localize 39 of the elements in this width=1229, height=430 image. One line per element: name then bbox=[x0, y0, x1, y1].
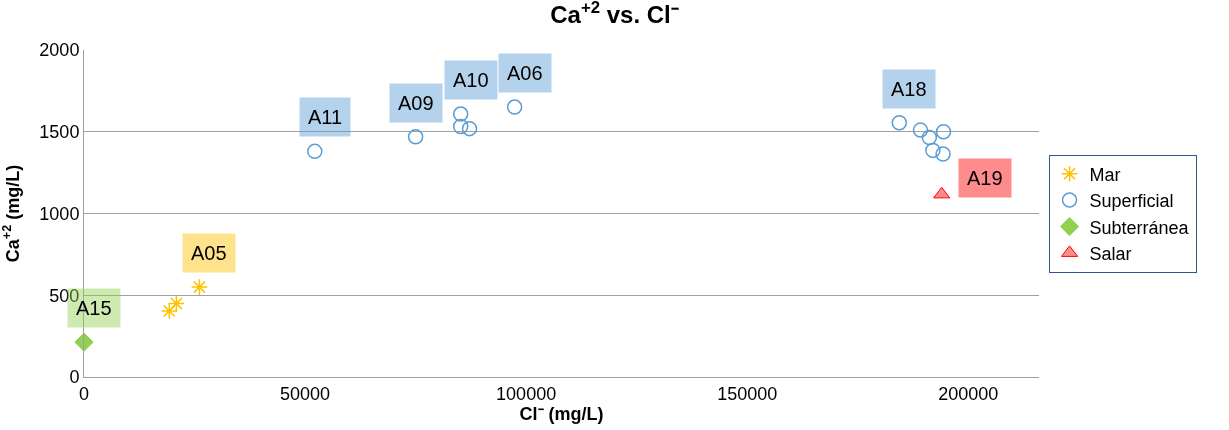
y-tick-label: 2000 bbox=[39, 40, 80, 61]
legend-label: Salar bbox=[1089, 243, 1132, 264]
x-axis-title: Cl⁻ (mg/L) bbox=[519, 403, 604, 424]
point bbox=[921, 129, 938, 146]
x-tick-label: 50000 bbox=[280, 383, 331, 404]
x-tick-label: 100000 bbox=[496, 383, 557, 404]
annotation: A05 bbox=[191, 242, 227, 264]
annotation: A18 bbox=[891, 78, 927, 100]
x-tick-label: 150000 bbox=[717, 383, 778, 404]
annotation: A11 bbox=[308, 106, 343, 128]
annotation: A06 bbox=[507, 62, 543, 84]
point bbox=[933, 186, 951, 199]
legend-label: Subterránea bbox=[1089, 217, 1190, 238]
point bbox=[407, 129, 424, 145]
point bbox=[452, 106, 469, 122]
annotation: A09 bbox=[398, 92, 434, 114]
annotation: A19 bbox=[967, 167, 1003, 189]
legend-label: Mar bbox=[1089, 164, 1121, 185]
point bbox=[74, 332, 94, 352]
point bbox=[935, 124, 952, 140]
point bbox=[190, 278, 208, 296]
point bbox=[912, 122, 929, 138]
x-tick-label: 200000 bbox=[938, 383, 999, 404]
point bbox=[307, 143, 323, 160]
point bbox=[167, 295, 185, 313]
point bbox=[506, 99, 523, 115]
point bbox=[452, 118, 469, 135]
y-tick-label: 500 bbox=[49, 285, 80, 306]
point bbox=[935, 146, 951, 162]
annotation: A10 bbox=[453, 69, 489, 91]
chart-title: Ca$^{+2}$ vs. Cl⁻ bbox=[550, 0, 679, 29]
y-tick-label: 0 bbox=[69, 367, 80, 388]
y-tick-label: 1000 bbox=[39, 203, 80, 224]
point bbox=[925, 142, 941, 159]
point bbox=[461, 120, 478, 137]
legend-label: Superficial bbox=[1089, 191, 1174, 212]
point bbox=[160, 302, 178, 320]
point bbox=[891, 115, 908, 131]
y-tick-label: 1500 bbox=[39, 122, 80, 143]
